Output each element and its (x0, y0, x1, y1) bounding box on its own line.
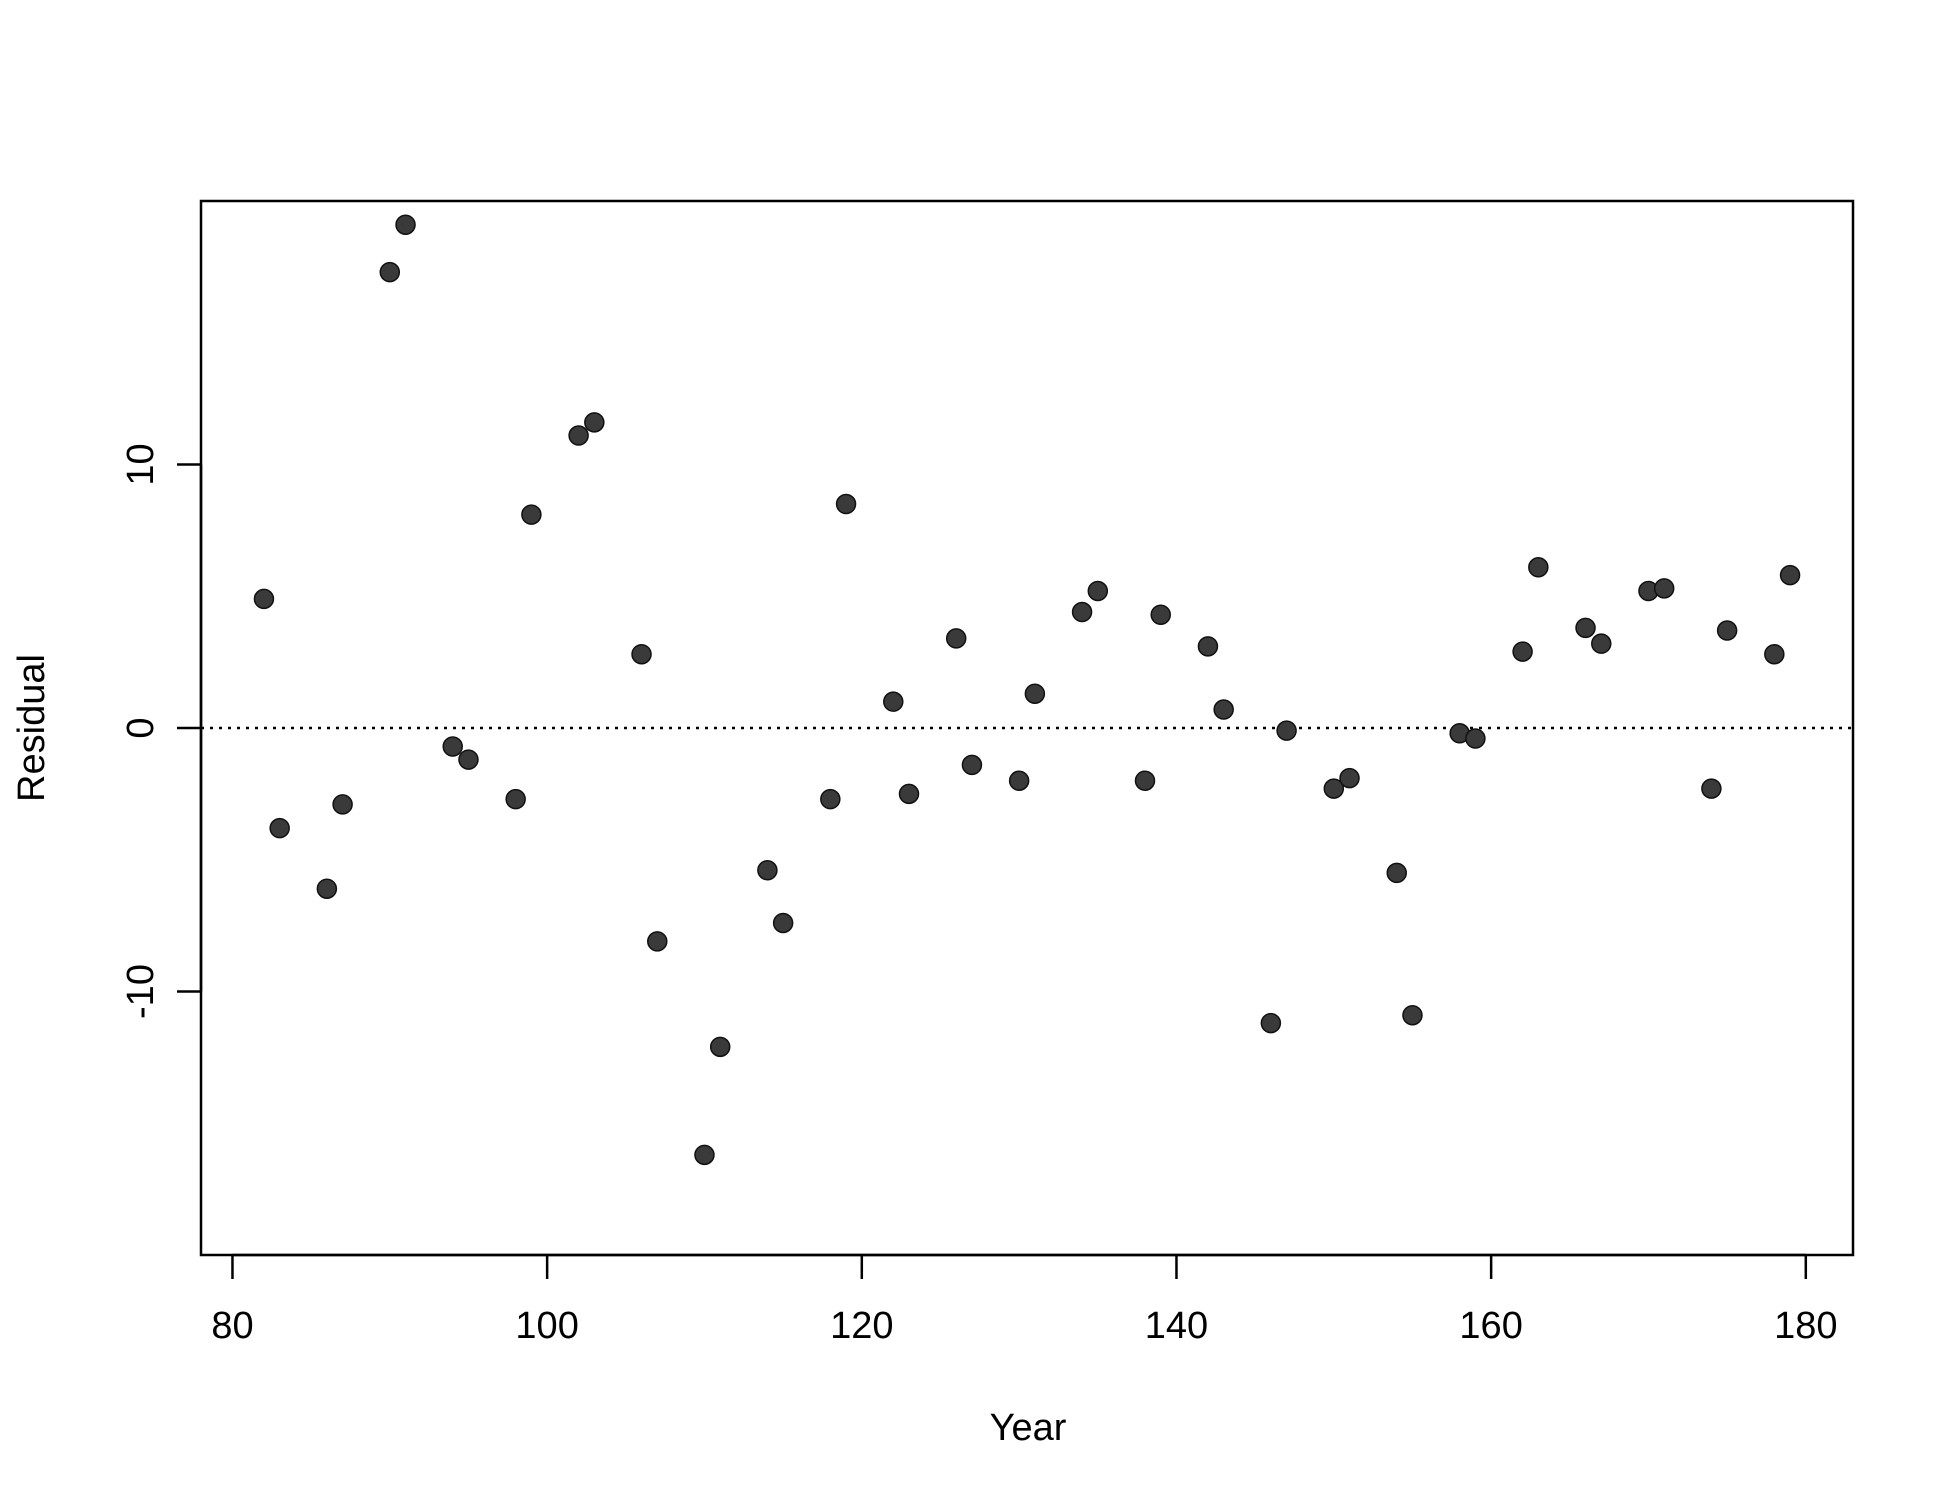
data-point (647, 931, 668, 952)
data-point (1071, 601, 1093, 623)
y-tick-label: 10 (120, 443, 162, 485)
data-point (883, 691, 904, 712)
data-point (709, 1036, 731, 1058)
data-point (1653, 578, 1675, 599)
x-tick-label: 160 (1459, 1305, 1522, 1347)
data-point (757, 860, 778, 881)
data-point (945, 628, 967, 649)
data-point (442, 736, 463, 757)
data-point (961, 754, 983, 776)
data-point (1323, 778, 1345, 799)
data-point (1716, 620, 1738, 641)
y-tick-label: -10 (120, 964, 162, 1019)
data-point (1528, 557, 1549, 578)
x-tick-label: 120 (830, 1305, 893, 1347)
data-point (1575, 617, 1596, 639)
data-point (1591, 633, 1612, 654)
data-point (1197, 636, 1219, 657)
data-point (1779, 564, 1801, 586)
data-points (253, 214, 1801, 1166)
data-point (1213, 699, 1234, 720)
data-point (1402, 1004, 1423, 1026)
y-axis-label: Residual (11, 654, 53, 802)
x-tick-label: 140 (1145, 1305, 1208, 1347)
data-point (694, 1144, 715, 1166)
data-point (395, 214, 416, 235)
x-axis: 80 100 120 140 160 180 (211, 1253, 1838, 1347)
data-point (1087, 580, 1109, 602)
data-point (1465, 728, 1486, 749)
data-point (820, 788, 841, 810)
data-point (835, 493, 857, 515)
data-point (332, 794, 353, 815)
x-tick-label: 100 (515, 1305, 578, 1347)
y-axis: -10 0 10 (120, 443, 203, 1019)
data-point (253, 588, 275, 610)
x-tick-label: 80 (211, 1305, 253, 1347)
data-point (269, 817, 290, 839)
data-point (379, 261, 401, 283)
data-point (1386, 862, 1407, 884)
data-point (1260, 1012, 1282, 1034)
x-axis-label: Year (990, 1407, 1067, 1449)
data-point (458, 749, 479, 770)
data-point (1276, 720, 1297, 741)
data-point (1024, 683, 1046, 704)
data-point (1339, 767, 1360, 789)
data-point (898, 783, 920, 805)
data-point (1134, 770, 1156, 791)
data-point (316, 878, 338, 899)
data-point (505, 788, 526, 810)
y-tick-label: 0 (120, 717, 162, 738)
data-point (1150, 604, 1171, 625)
data-point (1764, 643, 1785, 665)
data-point (631, 643, 652, 665)
data-point (521, 504, 542, 525)
data-point (1008, 770, 1030, 791)
data-point (772, 912, 794, 934)
data-point (568, 425, 589, 446)
data-point (1701, 778, 1722, 799)
x-tick-label: 180 (1774, 1305, 1837, 1347)
data-point (1512, 641, 1533, 662)
data-point (584, 412, 605, 433)
